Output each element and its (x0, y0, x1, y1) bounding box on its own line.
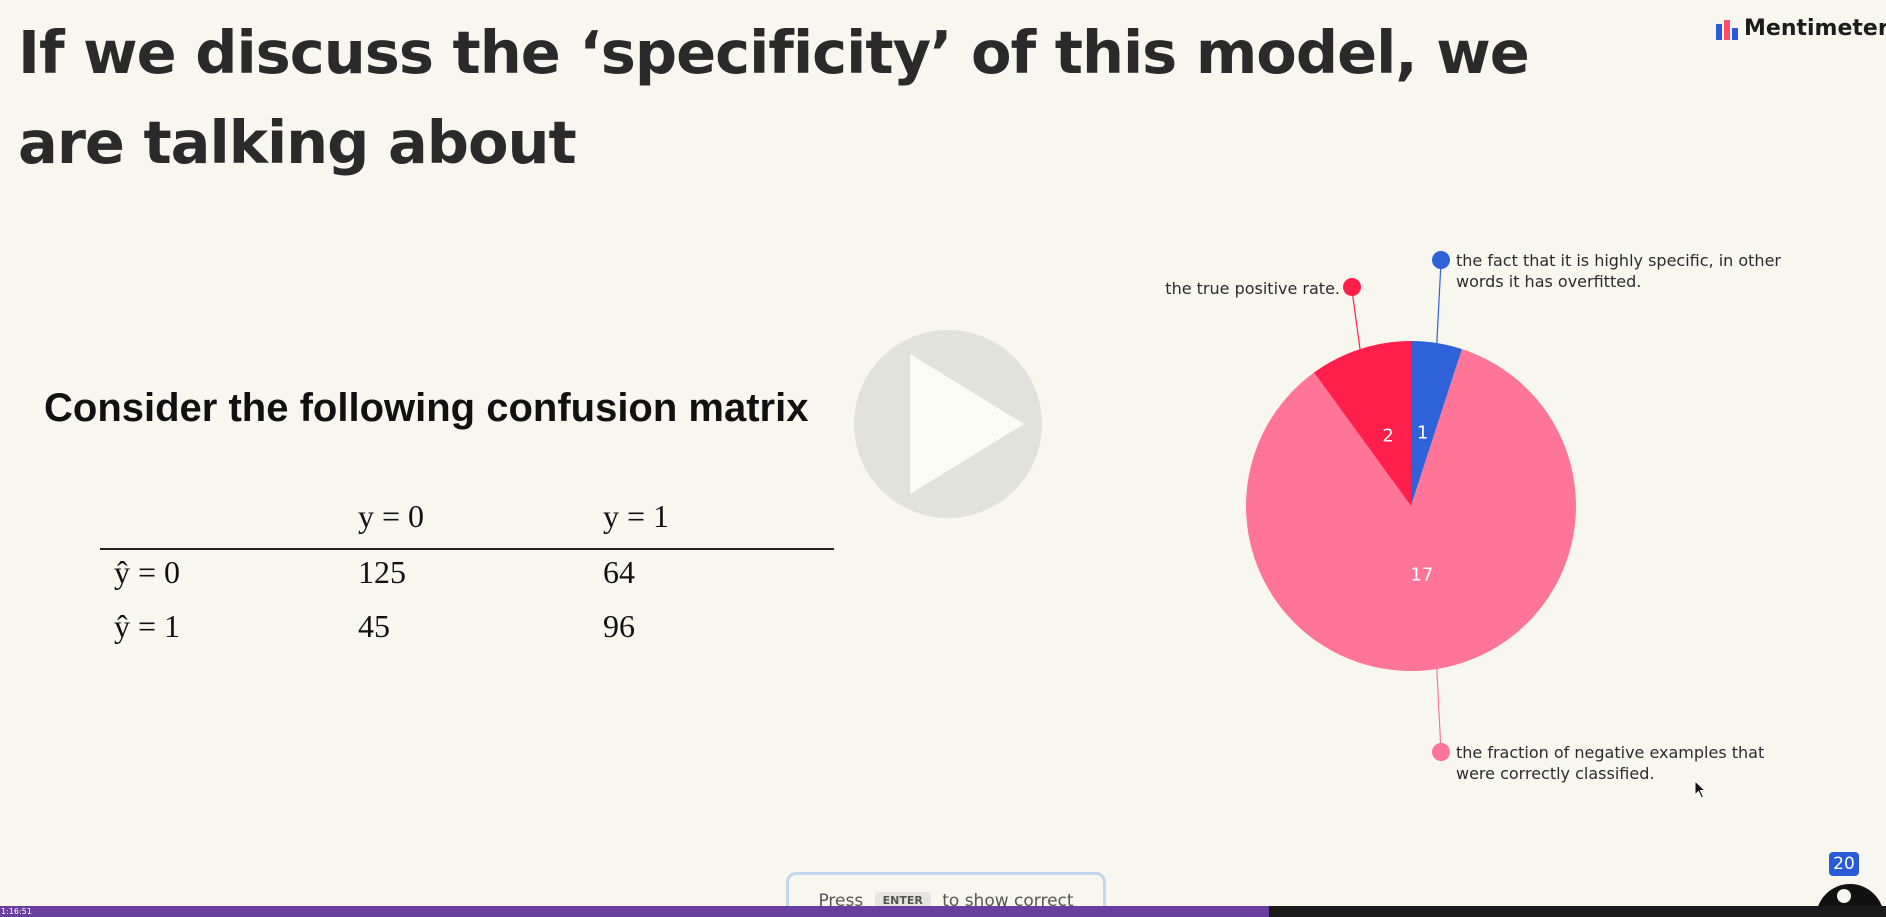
pie-leader-line (1436, 668, 1442, 753)
participant-icon (1818, 884, 1882, 906)
pie-leader-line (1351, 289, 1361, 350)
enter-key-chip: ENTER (874, 892, 931, 909)
legend-label-true-positive-rate: the true positive rate. (1165, 279, 1340, 298)
video-progress-bar[interactable] (0, 906, 1886, 917)
matrix-col-header: y = 1 (603, 498, 670, 534)
matrix-cell: 125 (358, 554, 406, 590)
legend-label-overfitted: the fact that it is highly specific, in … (1456, 251, 1781, 291)
brand-name: Mentimeter (1744, 16, 1886, 41)
legend-label-negative-fraction: the fraction of negative examples that w… (1456, 743, 1765, 783)
slide-heading: Consider the following confusion matrix (44, 386, 809, 430)
pie-slice-overfitted (1411, 341, 1462, 506)
play-button[interactable] (854, 330, 1042, 518)
matrix-cell: 96 (603, 608, 635, 644)
video-timestamp: 1:16:51 (1, 907, 32, 916)
mouse-cursor-icon (1694, 780, 1707, 799)
video-progress-fill (0, 906, 1270, 917)
question-title: If we discuss the ‘specificity’ of this … (18, 18, 1530, 177)
matrix-row-label: ŷ = 0 (114, 554, 181, 590)
pie-slice-negative-fraction (1245, 349, 1576, 671)
play-icon (910, 354, 1024, 494)
response-count-badge: 20 (1829, 852, 1859, 876)
mentimeter-logo-icon (1716, 19, 1738, 40)
mentimeter-brand: Mentimeter (1716, 16, 1886, 41)
pie-leader-line (1436, 261, 1442, 344)
legend-dot-negative-fraction (1432, 743, 1450, 761)
matrix-rule (100, 548, 834, 550)
matrix-col-header: y = 0 (358, 498, 425, 534)
matrix-cell: 64 (603, 554, 635, 590)
legend-dot-true-positive-rate (1343, 278, 1361, 296)
pie-slice-true-positive-rate (1314, 341, 1411, 506)
matrix-row-label: ŷ = 1 (114, 608, 181, 644)
matrix-cell: 45 (358, 608, 390, 644)
legend-dot-overfitted (1432, 251, 1450, 269)
